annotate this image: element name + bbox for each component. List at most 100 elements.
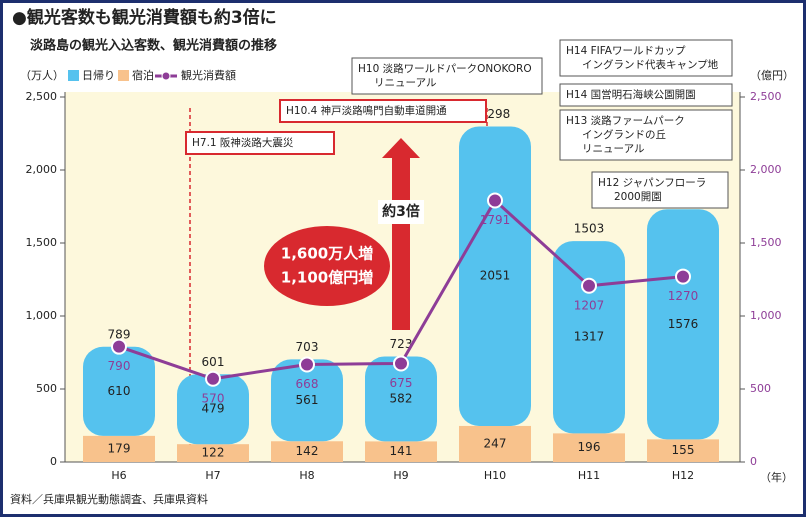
line-value-label: 790 [108, 359, 131, 373]
total-label: 2298 [480, 107, 511, 121]
bar-value-label: 610 [108, 384, 131, 398]
annotation-text: H7.1 阪神淡路大震災 [192, 136, 294, 149]
arrow [382, 138, 420, 330]
bar-value-label: 2051 [480, 269, 511, 283]
bar-segment [459, 425, 531, 462]
bar-segment [647, 209, 719, 440]
annotation-text: H14 国営明石海峡公園開園 [566, 88, 696, 101]
annotation-text: H10 淡路ワールドパークONOKORO [358, 62, 532, 75]
bar-segment [83, 346, 155, 436]
annotation-box [185, 131, 335, 155]
total-label: 789 [108, 327, 131, 341]
bar-segment [83, 435, 155, 462]
y-tick-label: 2,500 [26, 90, 58, 103]
y-tick-label: 500 [36, 382, 57, 395]
bar-segment [553, 433, 625, 462]
arrow-label-box [378, 200, 424, 224]
x-tick-label: H12 [672, 469, 694, 482]
annotation-text: H10.4 神戸淡路鳴門自動車道開通 [286, 104, 447, 117]
line-marker [393, 355, 409, 372]
annotation-box [559, 83, 733, 107]
annotation-box [559, 39, 733, 77]
line-marker [111, 338, 127, 355]
legend-swatch [118, 70, 129, 81]
legend-label: 観光消費額 [181, 68, 236, 82]
bar-value-label: 247 [484, 436, 507, 450]
line-value-label: 570 [202, 391, 225, 405]
annotation-text: リニューアル [582, 143, 644, 155]
x-tick-label: H6 [111, 469, 126, 482]
x-tick-label: H8 [299, 469, 314, 482]
bar-value-label: 1317 [574, 330, 605, 344]
line-value-label: 675 [390, 376, 413, 390]
bar-value-label: 561 [296, 393, 319, 407]
annotation-text: リニューアル [374, 77, 436, 89]
bar-value-label: 179 [108, 441, 131, 455]
bar-segment [271, 359, 343, 442]
annotation-box [279, 99, 487, 123]
y-tick-label: 0 [50, 455, 57, 468]
x-tick-label: H7 [205, 469, 220, 482]
bar-value-label: 1576 [668, 317, 699, 331]
y2-tick-label: 2,500 [750, 90, 782, 103]
bar-segment [365, 441, 437, 462]
y2-unit: （億円） [750, 69, 794, 82]
bar-segment [365, 356, 437, 442]
callout-bubble [264, 226, 390, 306]
line-marker [299, 356, 315, 373]
total-label: 723 [390, 337, 413, 351]
y2-tick-label: 2,000 [750, 163, 782, 176]
total-label: 601 [202, 355, 225, 369]
bar-segment [177, 374, 249, 445]
legend-swatch [68, 70, 79, 81]
source: 資料／兵庫県観光動態調査、兵庫県資料 [10, 492, 208, 506]
line-marker [205, 370, 221, 387]
y-tick-label: 1,500 [26, 236, 58, 249]
bar-value-label: 155 [672, 443, 695, 457]
annotation-text: H13 淡路ファームパーク [566, 114, 685, 127]
annotation-text: H12 ジャパンフローラ [598, 177, 706, 189]
line-value-label: 668 [296, 377, 319, 391]
annotation-box [351, 57, 543, 95]
annotation-text: イングランドの丘 [582, 128, 666, 141]
chart-subtitle: 淡路島の観光入込客数、観光消費額の推移 [30, 38, 277, 54]
annotation-text: 2000開園 [614, 191, 662, 203]
arrow-label: 約3倍 [382, 203, 420, 220]
y2-tick-label: 1,000 [750, 309, 782, 322]
bar-value-label: 142 [296, 444, 319, 458]
y2-tick-label: 1,500 [750, 236, 782, 249]
total-label: 1503 [574, 222, 605, 236]
x-unit: （年） [760, 470, 793, 484]
bar-segment [177, 444, 249, 462]
bar-segment [553, 241, 625, 434]
annotation-box [591, 171, 729, 209]
y-tick-label: 1,000 [26, 309, 58, 322]
bar-value-label: 196 [578, 440, 601, 454]
chart-title: ●観光客数も観光消費額も約3倍に [12, 7, 277, 28]
x-tick-label: H9 [393, 469, 408, 482]
callout-text: 1,100億円増 [281, 269, 373, 287]
line-marker [487, 192, 503, 209]
legend-label: 日帰り [82, 69, 115, 82]
bar-value-label: 122 [202, 446, 225, 460]
callout-text: 1,600万人増 [281, 245, 373, 263]
x-tick-label: H11 [578, 469, 600, 482]
line-marker [581, 277, 597, 294]
bar-value-label: 479 [202, 402, 225, 416]
legend-swatch [161, 71, 171, 81]
bar-segment [271, 441, 343, 462]
y2-tick-label: 500 [750, 382, 771, 395]
bar-value-label: 141 [390, 444, 413, 458]
x-tick-label: H10 [484, 469, 506, 482]
line-value-label: 1270 [668, 289, 699, 303]
y-unit: （万人） [20, 69, 64, 82]
annotation-box [559, 109, 733, 161]
bar-value-label: 582 [390, 391, 413, 405]
bar-segment [459, 126, 531, 426]
bar-segment [647, 439, 719, 462]
y2-tick-label: 0 [750, 455, 757, 468]
annotation-text: イングランド代表キャンプ地 [582, 58, 719, 71]
annotation-text: H14 FIFAワールドカップ [566, 45, 686, 57]
line-value-label: 1791 [480, 213, 511, 227]
